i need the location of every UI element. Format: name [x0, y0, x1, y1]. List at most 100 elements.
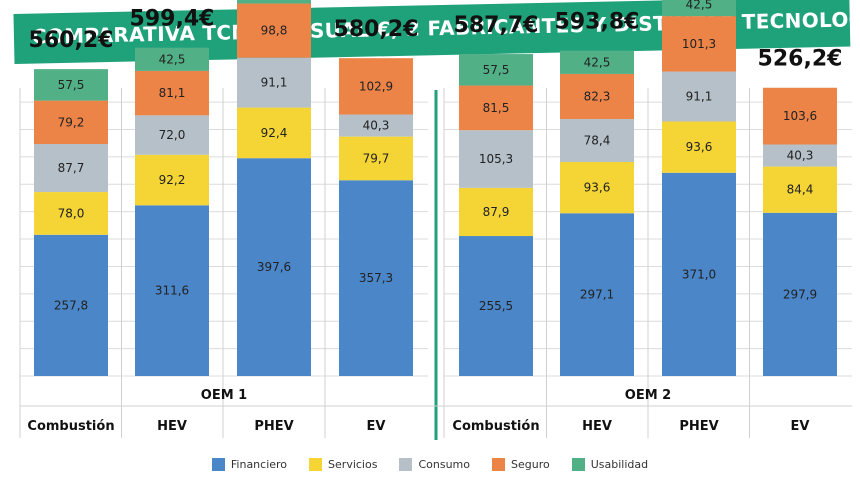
data-label: 57,5: [58, 78, 85, 92]
bar-segment-servicios: [135, 154, 209, 206]
data-label: 40,3: [363, 119, 390, 133]
bar-segment-usabilidad: [560, 50, 634, 74]
bar-segment-servicios: [662, 121, 736, 173]
data-label: 105,3: [479, 152, 513, 166]
bar-segment-seguro: [339, 58, 413, 115]
category-label: EV: [791, 419, 810, 434]
bar-segment-seguro: [459, 85, 533, 131]
bar-segment-seguro: [135, 70, 209, 116]
bar-segment-consumo: [34, 144, 108, 193]
data-label: 81,1: [159, 86, 186, 100]
legend-label: Seguro: [510, 458, 550, 471]
bar-segment-financiero: [763, 212, 837, 376]
legend-swatch: [309, 458, 323, 471]
category-label: EV: [367, 419, 386, 434]
category-label: HEV: [157, 419, 187, 434]
bar-segment-servicios: [34, 192, 108, 235]
data-label: 93,6: [584, 181, 611, 195]
data-label: 42,5: [686, 0, 713, 11]
legend-swatch: [491, 458, 505, 471]
bar-segment-consumo: [560, 119, 634, 162]
data-label: 78,0: [58, 206, 85, 220]
data-label: 72,0: [159, 128, 186, 142]
legend-item-seguro: Seguro: [491, 458, 550, 471]
data-label: 57,5: [483, 63, 510, 77]
bar-segment-seguro: [34, 100, 108, 145]
data-label: 42,5: [159, 52, 186, 66]
bar-segment-financiero: [237, 158, 311, 376]
category-label: PHEV: [254, 419, 293, 434]
bar-segment-consumo: [135, 115, 209, 155]
data-label: 78,4: [584, 134, 611, 148]
bar-segment-financiero: [662, 172, 736, 376]
bar-segment-usabilidad: [135, 47, 209, 71]
data-label: 81,5: [483, 101, 510, 115]
bar-segment-usabilidad: [459, 54, 533, 86]
legend-swatch: [399, 458, 413, 471]
data-label: 87,9: [483, 205, 510, 219]
data-label: 103,6: [783, 109, 817, 123]
legend-label: Servicios: [328, 458, 378, 471]
legend: Financiero Servicios Consumo Seguro Usabilid…: [0, 458, 860, 471]
category-label: Combustión: [452, 419, 539, 434]
legend-label: Financiero: [230, 458, 288, 471]
data-label: 102,9: [359, 79, 393, 93]
total-label: 599,4€: [130, 7, 215, 32]
bar-segment-consumo: [237, 57, 311, 108]
total-label: 580,2€: [334, 17, 419, 42]
legend-label: Usabilidad: [590, 458, 649, 471]
data-label: 255,5: [479, 299, 513, 313]
legend-item-servicios: Servicios: [309, 458, 377, 471]
bar-segment-usabilidad: [662, 0, 736, 17]
data-label: 84,4: [787, 183, 814, 197]
data-label: 40,3: [787, 149, 814, 163]
bar-segment-seguro: [560, 73, 634, 120]
data-label: 397,6: [257, 260, 291, 274]
bar-segment-seguro: [662, 16, 736, 72]
stacked-bar-chart: 257,8 78,0 87,7 79,2 57,5 560,2€ Combustión 311…: [19, 0, 852, 440]
data-label: 42,5: [584, 55, 611, 69]
total-label: 526,2€: [758, 47, 843, 72]
data-label: 91,1: [261, 76, 288, 90]
group-label: OEM 2: [625, 388, 671, 403]
data-label: 311,6: [155, 284, 189, 298]
category-label: Combustión: [27, 419, 114, 434]
group-label: OEM 1: [201, 388, 247, 403]
bar-segment-servicios: [339, 136, 413, 181]
category-label: PHEV: [679, 419, 718, 434]
data-label: 257,8: [54, 298, 88, 312]
bar-segment-financiero: [459, 236, 533, 376]
bar-segment-consumo: [339, 114, 413, 137]
legend-swatch: [571, 458, 585, 471]
bar-segment-usabilidad: [34, 69, 108, 101]
legend-label: Consumo: [418, 458, 470, 471]
legend-swatch: [211, 458, 225, 471]
bar-segment-consumo: [459, 130, 533, 188]
data-label: 371,0: [682, 267, 716, 281]
data-label: 92,4: [261, 126, 288, 140]
data-label: 91,1: [686, 90, 713, 104]
bar-segment-servicios: [560, 161, 634, 214]
bar-segment-seguro: [237, 3, 311, 58]
total-label: 560,2€: [29, 28, 114, 53]
data-label: 101,3: [682, 37, 716, 51]
legend-item-usabilidad: Usabilidad: [571, 458, 649, 471]
category-label: HEV: [582, 419, 612, 434]
bar-segment-servicios: [763, 166, 837, 213]
data-label: 98,8: [261, 24, 288, 38]
total-label: 593,8€: [555, 10, 640, 35]
data-label: 82,3: [584, 89, 611, 103]
bar-segment-financiero: [339, 180, 413, 376]
data-label: 92,2: [159, 173, 186, 187]
data-label: 79,7: [363, 151, 390, 165]
bar-segment-consumo: [662, 71, 736, 122]
bar-segment-servicios: [459, 187, 533, 237]
bar-segment-financiero: [135, 205, 209, 376]
bar-segment-seguro: [763, 87, 837, 145]
legend-item-financiero: Financiero: [211, 458, 288, 471]
bar-segment-usabilidad: [237, 0, 311, 4]
data-label: 79,2: [58, 115, 85, 129]
bar-segment-financiero: [34, 234, 108, 376]
bar-segment-servicios: [237, 107, 311, 159]
data-label: 297,9: [783, 287, 817, 301]
